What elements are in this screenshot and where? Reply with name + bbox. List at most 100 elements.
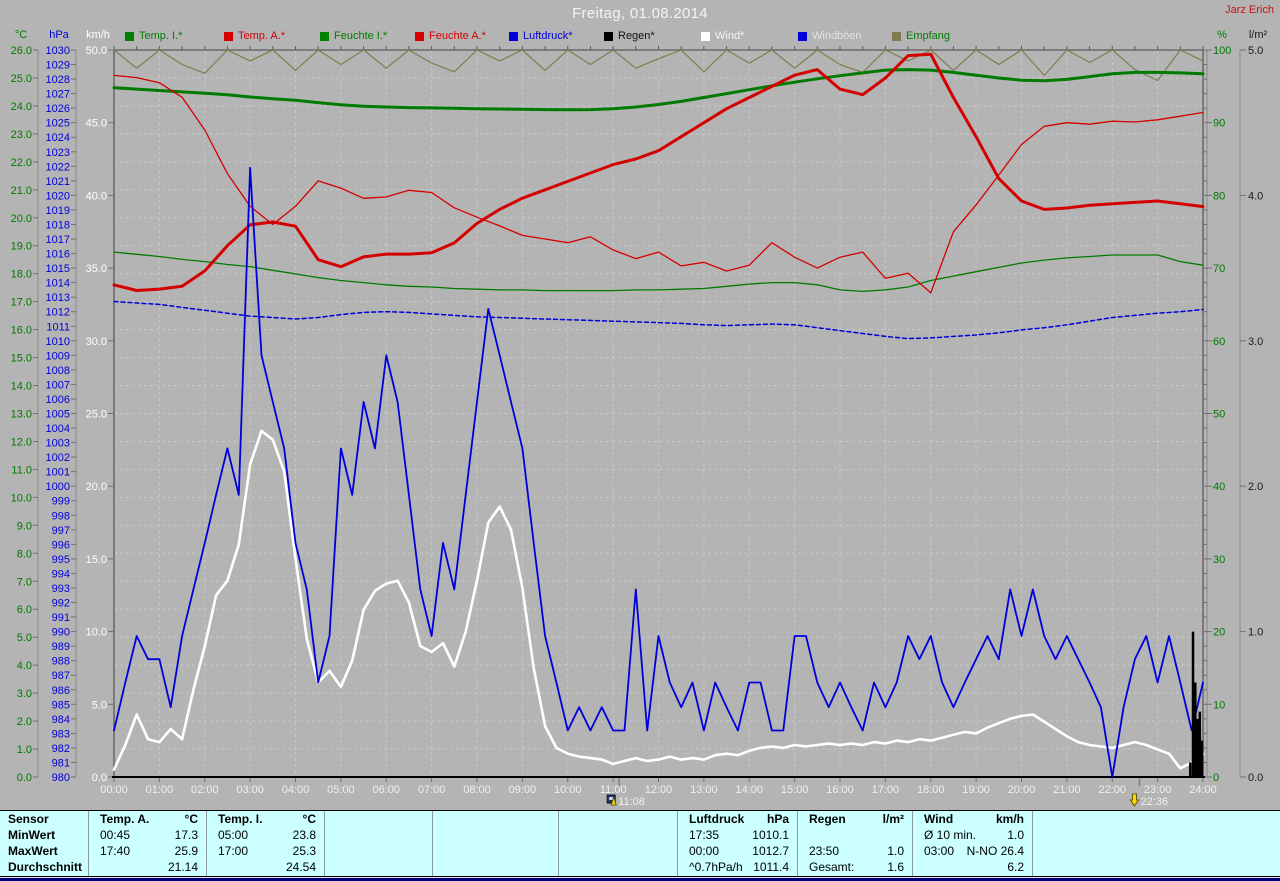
tick-label: 988	[52, 656, 70, 668]
legend-item-wind[interactable]: Wind*	[701, 30, 744, 42]
tick-label: 1024	[46, 132, 70, 144]
x-tick-label: 17:00	[872, 784, 900, 796]
tick-label: 80	[1213, 190, 1225, 202]
table-cell-row	[1033, 859, 1280, 875]
yellow-down-arrow-icon	[1129, 793, 1140, 807]
legend-item-label: Empfang	[906, 30, 951, 42]
table-cell-row: 03:00 N-NO 26.4	[924, 844, 1024, 858]
summary-table: Sensor MinWert MaxWert Durchschnitt Temp. A.…	[0, 810, 1280, 877]
legend: Temp. I.* Temp. A.* Feuchte I.* Feuchte A.*…	[0, 30, 1280, 44]
tick-label: 24.0	[11, 101, 32, 113]
table-cell-row	[559, 843, 677, 859]
tick-label: 1029	[46, 60, 70, 72]
legend-item-label: Windböen	[812, 30, 862, 42]
tick-label: 22.0	[11, 157, 32, 169]
tick-label: 15.0	[86, 554, 107, 566]
tick-label: 1013	[46, 292, 70, 304]
plot-frame	[33, 46, 1246, 782]
tick-label: 1019	[46, 205, 70, 217]
tick-label: 50.0	[86, 45, 107, 57]
tick-label: 40.0	[86, 190, 107, 202]
table-cell-row	[1033, 843, 1280, 859]
tick-label: 1004	[46, 423, 70, 435]
x-tick-label: 23:00	[1144, 784, 1172, 796]
tick-label: 6.0	[17, 604, 32, 616]
tick-label: 1017	[46, 234, 70, 246]
tick-label: 11.0	[11, 464, 32, 476]
tick-label: 5.0	[1248, 45, 1263, 57]
tick-label: 1005	[46, 409, 70, 421]
table-column-header: Temp. I. °C	[218, 812, 316, 826]
table-cell-row	[1033, 827, 1280, 843]
table-column-empty	[558, 811, 677, 877]
tick-label: 1025	[46, 118, 70, 130]
tick-label: 3.0	[1248, 336, 1263, 348]
x-tick-label: 01:00	[146, 784, 174, 796]
table-cell-row	[433, 859, 558, 875]
legend-item-tempi[interactable]: Temp. I.*	[125, 30, 182, 42]
series-regen	[1189, 631, 1204, 776]
table-column-header	[1033, 811, 1280, 827]
table-column-empty	[432, 811, 558, 877]
tick-label: 1.0	[17, 744, 32, 756]
legend-item-windben[interactable]: Windböen	[798, 30, 862, 42]
table-column-header	[325, 811, 432, 827]
tick-label: 2.0	[1248, 481, 1263, 493]
x-tick-label: 09:00	[509, 784, 537, 796]
x-tick-label: 15:00	[781, 784, 809, 796]
legend-item-tempa[interactable]: Temp. A.*	[224, 30, 285, 42]
tick-label: 60	[1213, 336, 1225, 348]
x-tick-label: 14:00	[735, 784, 763, 796]
x-tick-label: 05:00	[327, 784, 355, 796]
x-tick-label: 24:00	[1189, 784, 1217, 796]
table-cell-row	[798, 827, 912, 843]
tick-label: 1011	[46, 321, 70, 333]
marker-time-label: 22:36	[1140, 796, 1168, 808]
tick-label: 12.0	[11, 436, 32, 448]
tick-label: 0	[1213, 772, 1219, 784]
tick-label: 1009	[46, 350, 70, 362]
x-tick-label: 02:00	[191, 784, 219, 796]
legend-item-feuchtea[interactable]: Feuchte A.*	[415, 30, 486, 42]
tick-label: 30.0	[86, 336, 107, 348]
tick-label: 985	[52, 699, 70, 711]
series-feuchtea	[113, 74, 1204, 294]
x-tick-label: 12:00	[645, 784, 673, 796]
table-column-wind: Wind km/h Ø 10 min. 1.0 03:00 N-NO 26.4 6.2	[912, 811, 1032, 877]
tick-label: 4.0	[17, 660, 32, 672]
tick-label: 989	[52, 641, 70, 653]
tick-label: 21.0	[11, 185, 32, 197]
series-feuchtei	[113, 251, 1204, 293]
watermark-label: Jarz Erich	[1225, 4, 1274, 16]
red-square-icon	[415, 31, 424, 41]
tick-label: 982	[52, 743, 70, 755]
tick-label: 995	[52, 554, 70, 566]
table-column-header: Wind km/h	[924, 812, 1024, 826]
olive-square-icon	[892, 31, 901, 41]
legend-item-label: Temp. I.*	[139, 30, 183, 42]
axis-unit-percent: %	[1217, 29, 1227, 41]
table-cell-row: 00:00 1012.7	[689, 844, 789, 858]
table-column-tempa: Temp. A. °C 00:45 17.3 17:40 25.9 21.14	[88, 811, 206, 877]
legend-item-luftdruck[interactable]: Luftdruck*	[509, 30, 573, 42]
table-cell-row	[559, 827, 677, 843]
tick-label: 1012	[46, 307, 70, 319]
x-tick-label: 21:00	[1053, 784, 1081, 796]
series-wind	[112, 429, 1205, 772]
legend-item-regen[interactable]: Regen*	[604, 30, 655, 42]
x-tick-label: 10:00	[554, 784, 582, 796]
axis-unit-hpa: hPa	[49, 29, 69, 41]
table-cell-row: 24.54	[285, 860, 316, 874]
legend-item-feuchtei[interactable]: Feuchte I.*	[320, 30, 387, 42]
tick-label: 986	[52, 685, 70, 697]
table-cell-row	[559, 859, 677, 875]
tick-label: 1.0	[1248, 627, 1263, 639]
x-tick-label: 20:00	[1008, 784, 1036, 796]
table-row-label: MaxWert	[8, 844, 58, 858]
tick-label: 1023	[46, 147, 70, 159]
tick-label: 984	[52, 714, 70, 726]
legend-item-empfang[interactable]: Empfang	[892, 30, 950, 42]
table-cell-row: 17:35 1010.1	[689, 828, 789, 842]
tick-label: 20.0	[86, 481, 107, 493]
